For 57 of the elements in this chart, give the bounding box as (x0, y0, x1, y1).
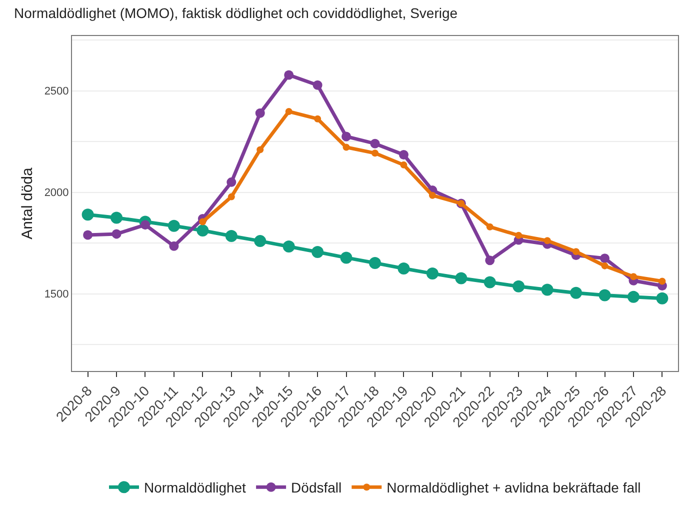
point (601, 262, 608, 270)
point (541, 284, 554, 296)
point (225, 230, 238, 242)
point (372, 150, 378, 157)
point (400, 161, 408, 168)
point (572, 248, 580, 256)
point (196, 224, 209, 236)
point (282, 240, 295, 253)
point (512, 280, 525, 292)
y-tick-label: 2500 (44, 86, 69, 98)
point (600, 254, 610, 264)
point (370, 138, 380, 148)
point (83, 230, 93, 240)
point (254, 235, 266, 248)
point (285, 108, 292, 116)
point (515, 232, 522, 239)
point (340, 252, 352, 264)
point (398, 150, 408, 160)
point (630, 273, 637, 280)
point (110, 212, 123, 224)
point (484, 276, 496, 288)
point (627, 290, 640, 303)
point (398, 262, 410, 274)
point (169, 241, 179, 251)
point (228, 193, 235, 200)
point (82, 208, 94, 221)
chart-title: Normaldödlighet (MOMO), faktisk dödlighet och coviddödlighet, Sverige (14, 4, 458, 21)
y-tick-label: 2000 (44, 187, 69, 200)
point (140, 220, 150, 230)
point (342, 144, 350, 151)
point (284, 70, 294, 80)
legend-label: Normaldödlighet + avlidna bekräftade fall (386, 480, 641, 496)
legend-label: Normaldödlighet (144, 480, 246, 496)
point (255, 108, 265, 118)
point (342, 132, 352, 142)
point (226, 177, 236, 187)
point (658, 278, 666, 285)
point (544, 237, 551, 244)
y-tick-label: 1500 (44, 288, 69, 301)
point (369, 256, 381, 269)
point (485, 256, 495, 266)
point (426, 268, 438, 280)
point (168, 220, 180, 232)
point (455, 272, 468, 284)
point (256, 146, 264, 154)
point (486, 223, 494, 230)
point (312, 246, 324, 258)
point (314, 115, 322, 122)
point (428, 192, 436, 199)
point (598, 289, 611, 302)
point (570, 286, 582, 299)
point (312, 80, 322, 90)
point (199, 218, 206, 226)
point (656, 292, 668, 304)
y-axis-title: Antal döda (19, 166, 36, 240)
legend-label: Dödsfall (291, 480, 342, 496)
point (112, 229, 122, 239)
